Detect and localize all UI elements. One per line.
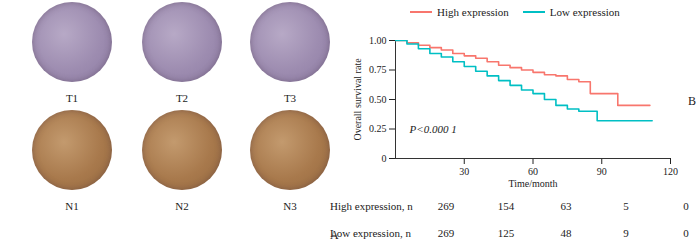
html-text:0: 0	[683, 227, 689, 239]
html-text:T2: T2	[175, 92, 189, 104]
html-text:125: 125	[497, 227, 515, 239]
html-text:T3: T3	[283, 92, 297, 104]
html-text:5: 5	[623, 200, 629, 212]
html-text:Low expression, n: Low expression, n	[330, 227, 411, 239]
html-text:154: 154	[497, 200, 515, 212]
html-text:A: A	[330, 228, 339, 242]
html-text:0: 0	[683, 200, 689, 212]
html-text:B: B	[688, 94, 696, 108]
html-text:9: 9	[623, 227, 629, 239]
svg-text:90: 90	[597, 166, 607, 177]
svg-text:0.50: 0.50	[369, 94, 387, 105]
html-text:N3: N3	[283, 200, 297, 212]
html-text:269: 269	[437, 200, 455, 212]
html-text:High expression, n: High expression, n	[330, 200, 413, 212]
svg-text:60: 60	[528, 166, 538, 177]
svg-text:P<0.000 1: P<0.000 1	[409, 123, 457, 135]
html-text:N1: N1	[65, 200, 79, 212]
svg-text:0: 0	[382, 153, 387, 164]
html-text:N2: N2	[175, 200, 189, 212]
svg-text:Time/month: Time/month	[508, 178, 557, 189]
svg-text:30: 30	[459, 166, 469, 177]
svg-text:Overall survival rate: Overall survival rate	[352, 58, 363, 141]
html-text:63: 63	[560, 200, 572, 212]
html-text:T1: T1	[65, 92, 79, 104]
html-text:269: 269	[437, 227, 455, 239]
svg-text:0.25: 0.25	[369, 123, 387, 134]
html-text:High expression: High expression	[437, 6, 509, 18]
svg-text:0.75: 0.75	[369, 64, 387, 75]
svg-text:1.00: 1.00	[369, 35, 387, 46]
html-text:48: 48	[560, 227, 572, 239]
svg-text:120: 120	[663, 166, 678, 177]
html-text:Low expression: Low expression	[549, 6, 620, 18]
